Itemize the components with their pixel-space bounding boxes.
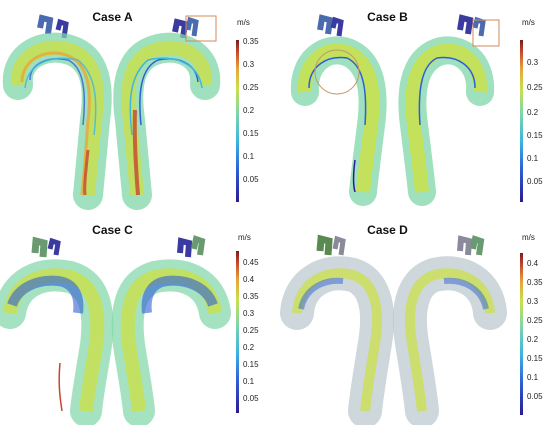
colorbar-tick: 0.3 [243,60,255,69]
colorbar-tick: 0.25 [527,316,543,325]
colorbar-tick: 0.15 [527,354,543,363]
colorbar [520,253,523,415]
panel-case-c: Case C [0,213,275,425]
aorta-streamline-render [0,235,239,425]
panel-case-a: Case A [0,0,275,212]
case-title: Case B [367,10,408,24]
colorbar-tick: 0.15 [527,131,543,140]
colorbar-tick: 0.15 [243,360,259,369]
colorbar-tick: 0.3 [243,309,255,318]
colorbar-tick: 0.25 [527,83,543,92]
colorbar-tick: 0.4 [243,275,255,284]
aorta-right-view [393,235,507,425]
aorta-left-view [2,14,112,210]
colorbar-tick: 0.1 [527,373,539,382]
case-title: Case A [92,10,133,24]
colorbar-tick: 0.3 [527,297,539,306]
colorbar-tick: 0.2 [243,106,255,115]
case-title: Case D [367,223,408,237]
colorbar-tick: 0.25 [243,83,259,92]
colorbar-unit: m/s [522,18,535,27]
colorbar-tick: 0.1 [527,154,539,163]
colorbar-tick: 0.35 [243,37,259,46]
aorta-right-view [113,16,221,210]
aorta-right-view [111,235,231,425]
aorta-right-view [398,14,495,206]
highlight-box [472,19,500,47]
colorbar-tick: 0.15 [243,129,259,138]
colorbar-tick: 0.2 [527,335,539,344]
aorta-streamline-render [2,14,239,210]
colorbar-tick: 0.25 [243,326,259,335]
colorbar-tick: 0.05 [527,392,543,401]
colorbar-tick: 0.2 [527,108,539,117]
aorta-left-view [0,236,114,425]
colorbar-unit: m/s [522,233,535,242]
aorta-streamline-render [290,14,523,206]
colorbar-tick: 0.05 [243,175,259,184]
colorbar-tick: 0.05 [527,177,543,186]
aorta-left-view [280,234,394,425]
colorbar-tick: 0.35 [243,292,259,301]
panel-case-b: Case B [275,0,550,212]
highlight-circle [314,49,360,95]
colorbar-tick: 0.45 [243,258,259,267]
colorbar-tick: 0.05 [243,394,259,403]
aorta-streamline-render [280,234,523,425]
colorbar [520,40,523,202]
colorbar-tick: 0.35 [527,278,543,287]
colorbar-tick: 0.3 [527,58,539,67]
colorbar [236,40,239,202]
colorbar-tick: 0.1 [243,152,255,161]
colorbar-tick: 0.1 [243,377,255,386]
colorbar [236,251,239,413]
aorta-left-view [290,14,387,206]
colorbar-tick: 0.2 [243,343,255,352]
case-title: Case C [92,223,133,237]
colorbar-tick: 0.4 [527,259,539,268]
colorbar-unit: m/s [238,233,251,242]
highlight-box [185,15,217,42]
colorbar-unit: m/s [237,18,250,27]
panel-case-d: Case D m/ [275,213,550,425]
